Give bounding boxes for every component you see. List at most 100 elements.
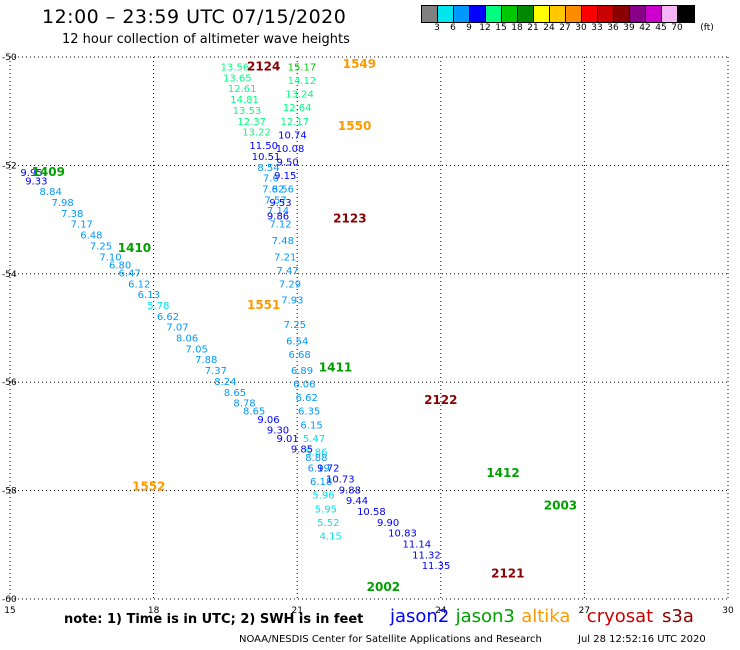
swh-value: 15.17 <box>288 63 317 74</box>
x-tick-label: 18 <box>148 606 160 616</box>
y-tick-label: -58 <box>2 487 17 497</box>
swh-value: 6.06 <box>293 380 315 391</box>
swh-value: 7.25 <box>284 320 306 331</box>
map-subtitle: 12 hour collection of altimeter wave hei… <box>62 32 350 47</box>
swh-value: 7.98 <box>52 198 74 209</box>
swh-value: 14.81 <box>230 95 259 106</box>
legend-swatch <box>678 6 694 22</box>
legend-label: 6 <box>450 23 456 33</box>
legend-label: 24 <box>543 23 555 33</box>
legend-unit: (ft) <box>700 23 714 33</box>
swh-value: 7.14 <box>267 206 289 217</box>
swh-value: 14.12 <box>288 76 317 87</box>
y-tick-label: -52 <box>2 161 17 171</box>
swh-value: 7.57 <box>265 195 287 206</box>
x-tick-label: 27 <box>579 606 590 616</box>
swh-value: 9.86 <box>267 212 289 223</box>
swh-value: 7.25 <box>90 241 112 252</box>
swh-value: 10.58 <box>357 507 386 518</box>
swh-value: 9.06 <box>257 415 279 426</box>
swh-value: 6.48 <box>80 231 102 242</box>
swh-value: 7.48 <box>272 236 294 247</box>
swh-value: 13.24 <box>285 90 314 101</box>
footer-note: note: 1) Time is in UTC; 2) SWH is in fe… <box>64 612 364 627</box>
swh-value: 12.37 <box>237 117 266 128</box>
legend-label: 39 <box>623 23 635 33</box>
y-tick-label: -56 <box>2 378 17 388</box>
swh-value: 10.51 <box>252 152 281 163</box>
legend-label: 33 <box>591 23 603 33</box>
orbit-number-label: 2122 <box>424 393 457 407</box>
swh-value: 6.12 <box>128 279 150 290</box>
wave-height-color-legend <box>421 5 695 23</box>
y-tick-label: -54 <box>2 270 17 280</box>
swh-value: 7.37 <box>205 366 227 377</box>
swh-value: 12.17 <box>280 117 309 128</box>
legend-swatch <box>598 6 614 22</box>
y-tick-label: -60 <box>2 595 17 605</box>
swh-value: 6.15 <box>300 420 322 431</box>
swh-value: 9.85 <box>291 445 313 456</box>
legend-label: 9 <box>466 23 472 33</box>
orbit-number-label: 2121 <box>491 566 524 580</box>
swh-value: 8.54 <box>257 163 279 174</box>
swh-value: 8.84 <box>40 187 62 198</box>
legend-label: 45 <box>655 23 667 33</box>
orbit-number-label: 2003 <box>544 499 577 513</box>
legend-swatch <box>630 6 646 22</box>
swh-value: 9.01 <box>276 434 298 445</box>
swh-value: 7.47 <box>276 266 298 277</box>
legend-labels: 3 6 9 12 15 18 21 24 27 30 33 36 39 42 45 70 (ft) <box>421 23 740 35</box>
swh-value: 6.13 <box>138 290 160 301</box>
swh-value: 7.93 <box>281 296 303 307</box>
swh-value: 9.15 <box>274 171 296 182</box>
swh-value: 8.65 <box>224 388 246 399</box>
orbit-number-label: 1410 <box>118 241 151 255</box>
swh-value: 13.53 <box>233 106 262 117</box>
orbit-number-label: 1412 <box>486 466 519 480</box>
orbit-number-label: 2124 <box>247 60 280 74</box>
swh-value: 8.24 <box>214 377 236 388</box>
swh-value: 6.47 <box>119 269 141 280</box>
legend-label: 3 <box>434 23 440 33</box>
swh-value: 11.35 <box>422 561 451 572</box>
legend-swatch <box>422 6 438 22</box>
swh-value: 10.83 <box>388 529 417 540</box>
swh-value: 7.10 <box>99 252 121 263</box>
legend-swatch <box>566 6 582 22</box>
swh-value: 9.50 <box>276 157 298 168</box>
swh-value: 11.14 <box>403 540 432 551</box>
swh-value: 5.86 <box>305 447 327 458</box>
legend-swatch <box>550 6 566 22</box>
swh-value: 11.32 <box>412 550 441 561</box>
y-tick-label: -50 <box>2 53 17 63</box>
swh-value: 13.65 <box>223 73 252 84</box>
x-tick-label: 21 <box>291 606 302 616</box>
swh-value: 5.78 <box>147 301 169 312</box>
orbit-number-label: 1411 <box>319 360 352 374</box>
swh-value: 10.08 <box>276 144 305 155</box>
swh-value: 7.12 <box>269 220 291 231</box>
legend-label: 27 <box>559 23 571 33</box>
legend-label: 15 <box>495 23 507 33</box>
legend-swatch <box>534 6 550 22</box>
satellite-name: altika <box>521 606 571 627</box>
swh-value: 8.06 <box>176 334 198 345</box>
orbit-number-label: 1552 <box>132 480 165 494</box>
swh-value: 6.18 <box>310 477 332 488</box>
legend-swatch <box>518 6 534 22</box>
swh-value: 5.96 <box>312 491 334 502</box>
swh-value: 11.50 <box>249 141 278 152</box>
swh-value: 6.68 <box>288 350 310 361</box>
swh-value: 9.95 <box>20 168 42 179</box>
swh-value: 9.44 <box>346 496 368 507</box>
legend-swatch <box>582 6 598 22</box>
swh-value: 5.52 <box>317 518 339 529</box>
swh-value: 6.35 <box>298 407 320 418</box>
legend-swatch <box>502 6 518 22</box>
orbit-number-label: 2002 <box>367 580 400 594</box>
orbit-number-label: 1549 <box>343 57 376 71</box>
swh-value: 7.05 <box>186 344 208 355</box>
legend-swatch <box>438 6 454 22</box>
